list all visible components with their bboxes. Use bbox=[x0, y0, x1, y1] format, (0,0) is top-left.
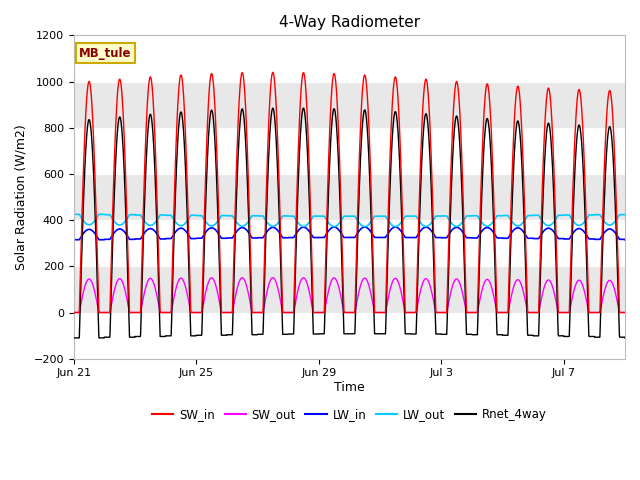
X-axis label: Time: Time bbox=[334, 381, 365, 394]
Bar bbox=[74, 82, 625, 128]
Title: 4-Way Radiometer: 4-Way Radiometer bbox=[279, 15, 420, 30]
Bar bbox=[74, 174, 625, 220]
Y-axis label: Solar Radiation (W/m2): Solar Radiation (W/m2) bbox=[15, 124, 28, 270]
Legend: SW_in, SW_out, LW_in, LW_out, Rnet_4way: SW_in, SW_out, LW_in, LW_out, Rnet_4way bbox=[147, 403, 551, 426]
Text: MB_tule: MB_tule bbox=[79, 47, 132, 60]
Bar bbox=[74, 266, 625, 312]
